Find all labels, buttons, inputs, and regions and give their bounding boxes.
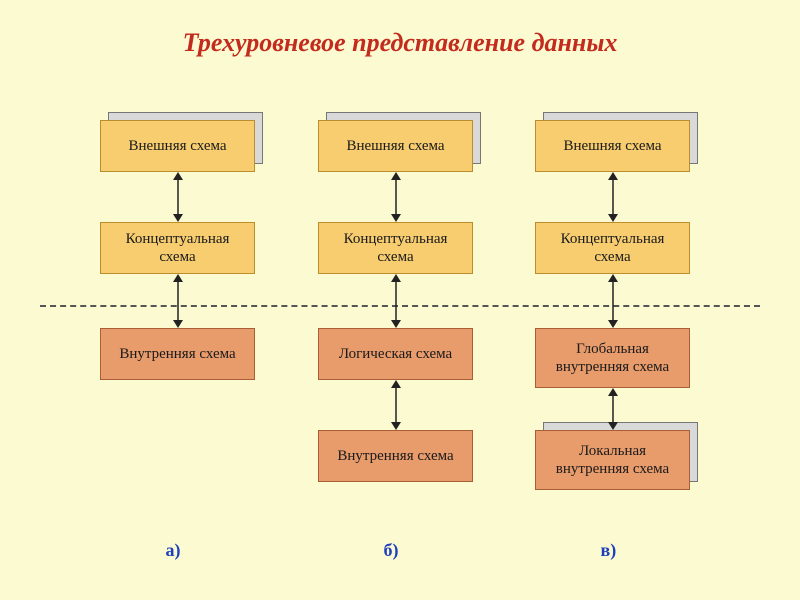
schema-box: Внешняя схема bbox=[100, 120, 255, 172]
connector-arrow bbox=[603, 388, 623, 430]
schema-box: Логическая схема bbox=[318, 328, 473, 380]
connector-arrow bbox=[386, 274, 406, 328]
column-label: в) bbox=[601, 540, 617, 561]
schema-box: Концептуальная схема bbox=[100, 222, 255, 274]
connector-arrow bbox=[168, 172, 188, 222]
connector-arrow bbox=[386, 380, 406, 430]
schema-box: Внутренняя схема bbox=[318, 430, 473, 482]
schema-box: Внутренняя схема bbox=[100, 328, 255, 380]
schema-box: Локальная внутренняя схема bbox=[535, 430, 690, 490]
schema-box: Концептуальная схема bbox=[318, 222, 473, 274]
schema-box: Концептуальная схема bbox=[535, 222, 690, 274]
connector-arrow bbox=[603, 274, 623, 328]
diagram-stage: Трехуровневое представление данных Внешн… bbox=[0, 0, 800, 600]
schema-box: Глобальная внутренняя схема bbox=[535, 328, 690, 388]
connector-arrow bbox=[386, 172, 406, 222]
connector-arrow bbox=[603, 172, 623, 222]
schema-box: Внешняя схема bbox=[318, 120, 473, 172]
schema-box: Внешняя схема bbox=[535, 120, 690, 172]
column-label: б) bbox=[384, 540, 399, 561]
connector-arrow bbox=[168, 274, 188, 328]
column-label: а) bbox=[166, 540, 181, 561]
page-title: Трехуровневое представление данных bbox=[0, 28, 800, 58]
